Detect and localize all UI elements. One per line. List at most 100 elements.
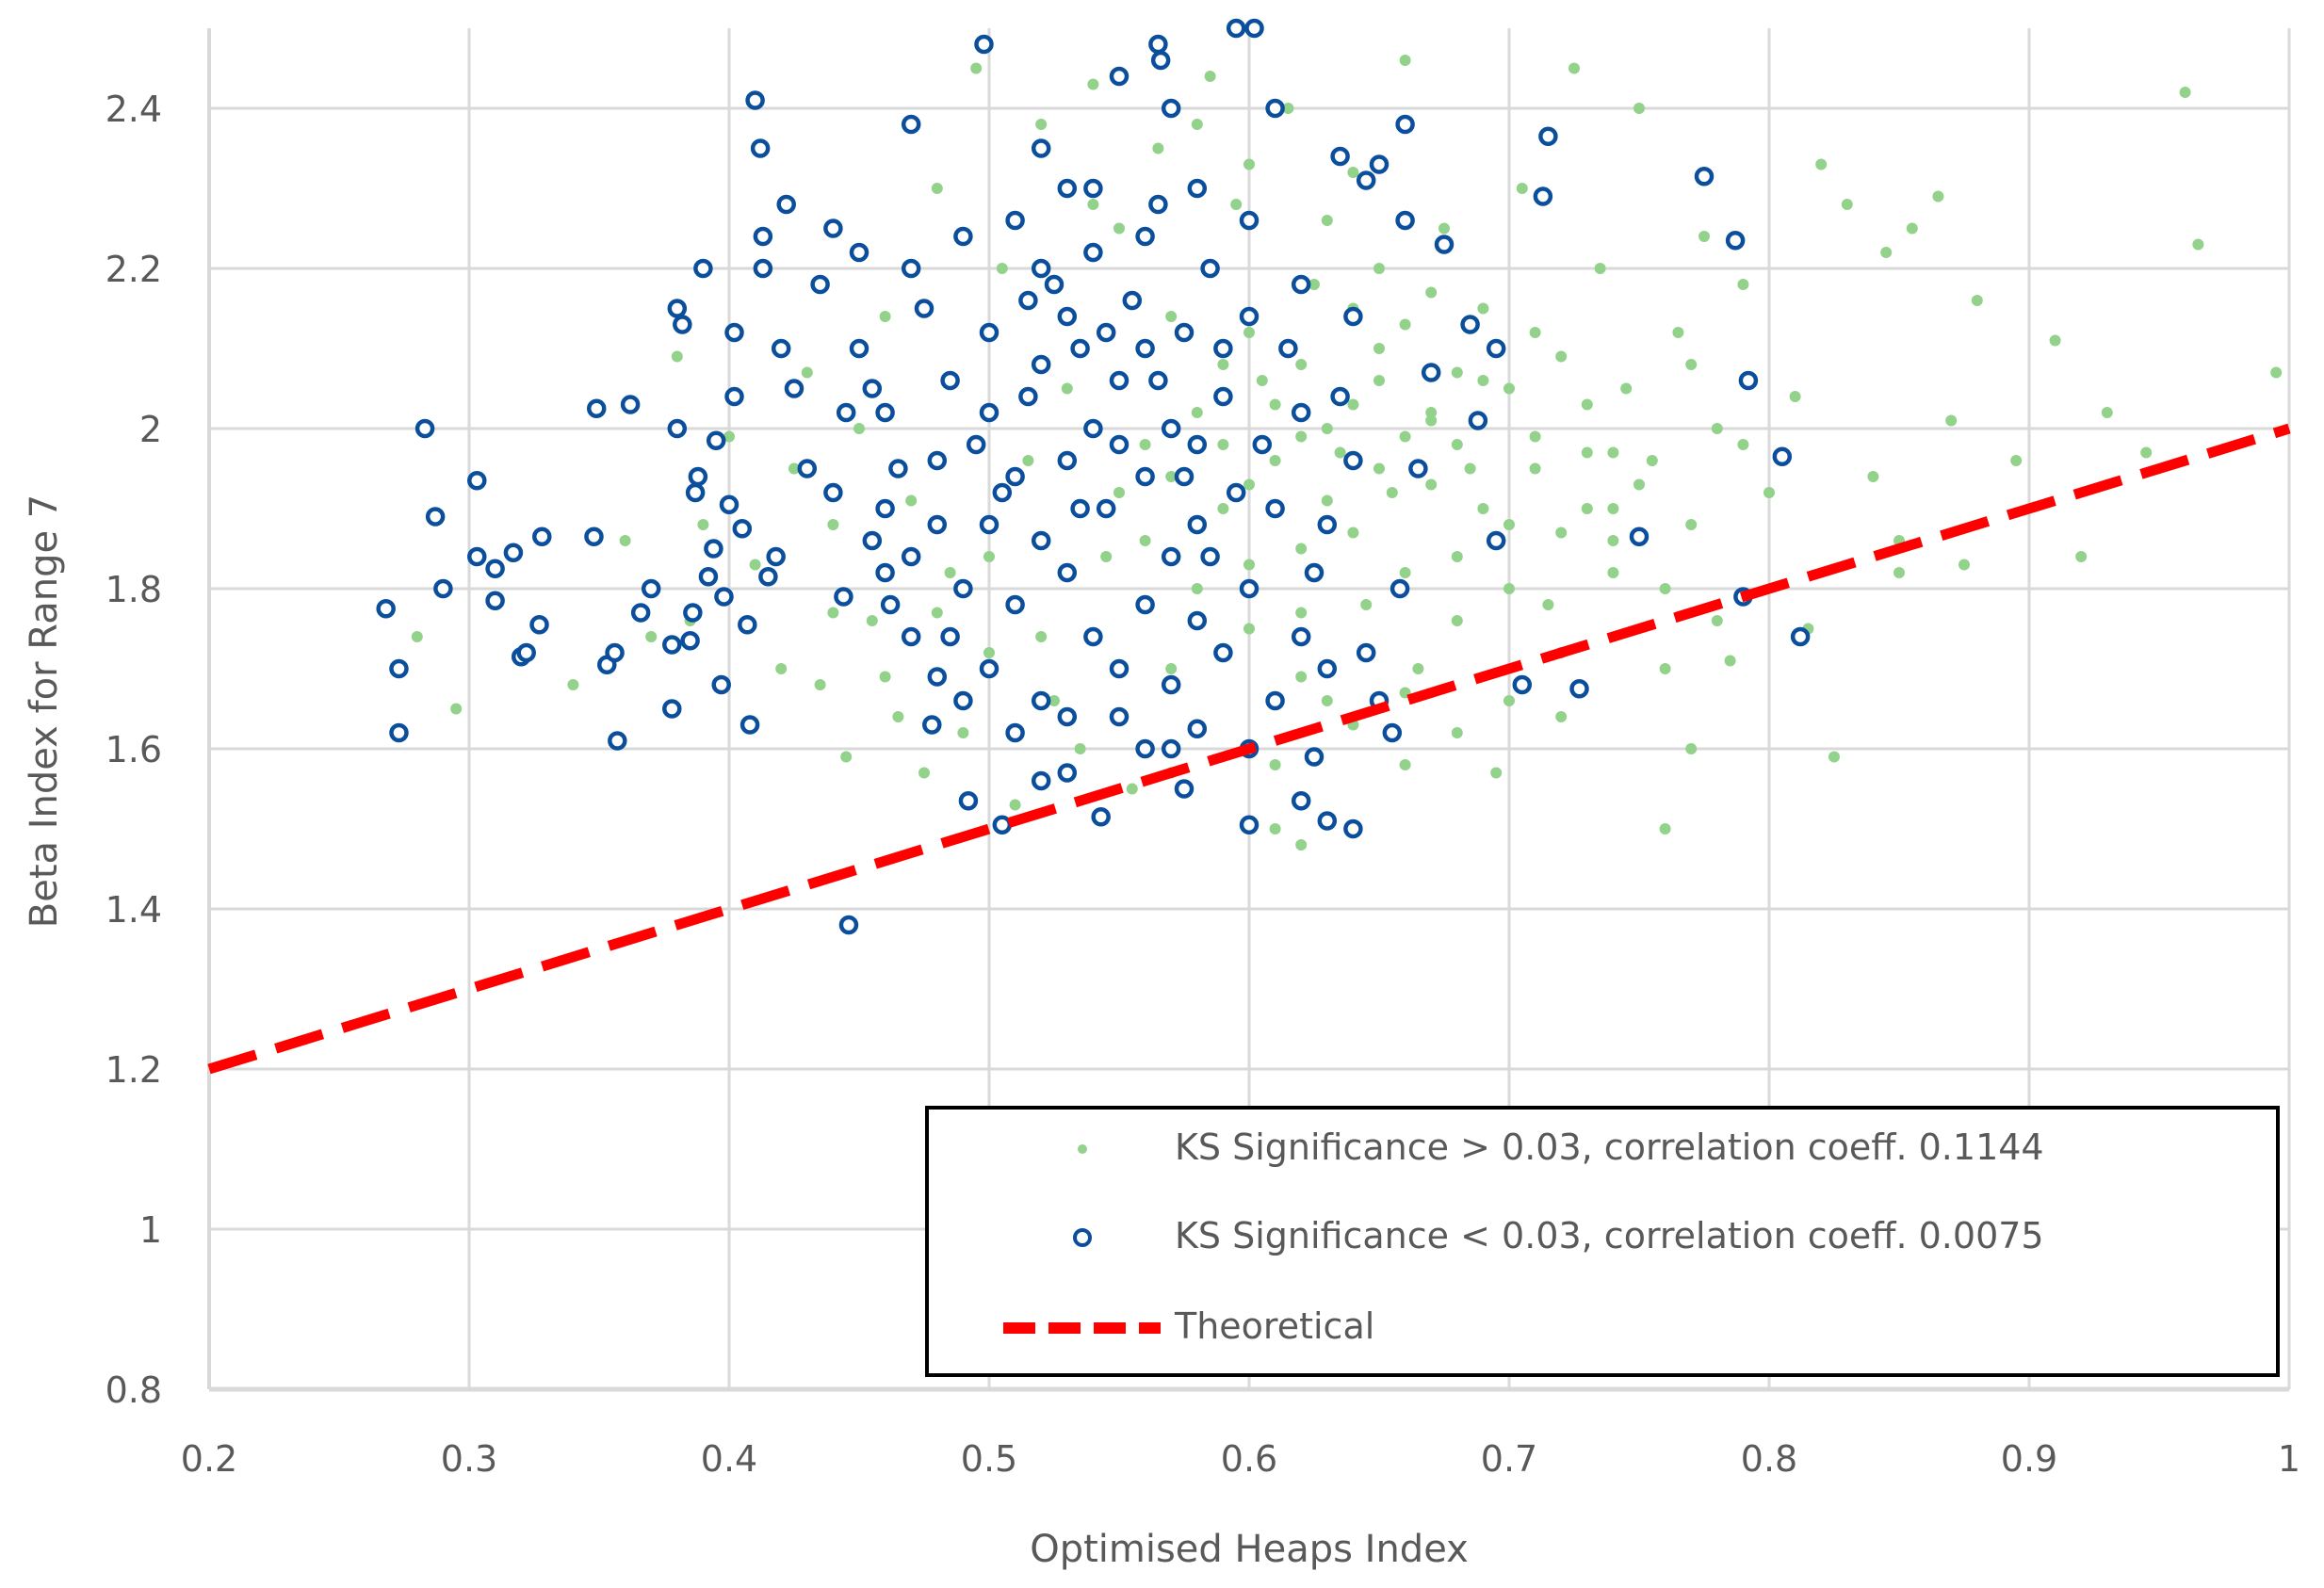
green-point [1334,446,1346,459]
legend-label-green: KS Significance > 0.03, correlation coef… [1175,1126,2044,1168]
blue-point [467,471,487,491]
green-point [801,366,813,379]
blue-point [1317,811,1338,831]
blue-point [1239,815,1260,835]
blue-point [1291,274,1311,295]
green-point [2010,455,2023,466]
green-point [1022,455,1034,466]
blue-point [1031,770,1051,791]
blue-point [1486,338,1506,359]
green-point [1373,263,1385,274]
green-point [1581,398,1593,411]
green-point [1490,767,1503,779]
blue-point [724,322,744,343]
green-point [1399,430,1411,443]
x-tick-label: 0.5 [961,1438,1017,1480]
x-tick-label: 0.7 [1481,1438,1537,1480]
blue-point [1148,34,1168,55]
green-point [1347,527,1359,539]
green-point [1386,487,1398,498]
x-tick-label: 0.2 [181,1438,237,1480]
green-point [2192,238,2204,251]
green-point [1269,398,1281,411]
green-point [1295,839,1308,851]
x-tick-label: 0.8 [1741,1438,1797,1480]
green-point [1425,478,1438,491]
green-point [814,679,826,690]
blue-point [1083,418,1103,439]
blue-point [698,567,719,587]
blue-point [1738,370,1759,391]
blue-point [875,498,895,519]
blue-point [823,482,843,503]
blue-point [810,274,830,295]
blue-point [979,658,999,679]
green-point [411,631,423,642]
y-tick-label: 2 [139,409,162,450]
green-point [1464,462,1476,475]
green-point [1243,623,1255,635]
green-point [1243,158,1255,170]
green-point [1828,751,1840,763]
green-point [1542,599,1554,610]
green-point [2049,334,2061,347]
green-point [1555,711,1568,722]
legend: KS Significance > 0.03, correlation coef… [925,1106,2280,1377]
blue-point [849,338,869,359]
green-point [1269,455,1281,466]
green-point [866,615,878,626]
green-point [1087,199,1099,210]
blue-point [834,587,853,607]
series-blue-points [376,18,1811,935]
blue-point [584,527,604,546]
green-point [1620,382,1633,395]
blue-point [1018,386,1038,407]
legend-green-marker [1078,1144,1087,1154]
blue-point [1239,210,1260,231]
blue-point [1291,402,1311,423]
blue-point [1135,594,1155,615]
blue-point [662,699,682,719]
blue-point [1790,626,1811,647]
green-point [1217,439,1229,450]
blue-point [1395,114,1415,135]
blue-point [758,567,778,587]
blue-point [1408,459,1428,478]
green-point [1451,366,1463,379]
blue-point [620,395,641,414]
blue-point [1356,170,1376,190]
green-point [1282,103,1294,114]
green-point [1425,407,1438,418]
green-point [1438,222,1450,235]
green-point [853,423,865,434]
green-point [2140,446,2153,459]
green-point [1295,607,1308,619]
blue-point [1005,594,1025,615]
green-point [2179,87,2191,98]
green-point [1789,391,1801,402]
green-point [1321,695,1333,706]
green-point [1932,190,1944,203]
blue-point [1343,450,1363,471]
blue-point [1694,167,1715,186]
blue-point [1135,738,1155,759]
blue-point [1070,498,1090,519]
blue-point [1265,498,1285,519]
blue-point [1569,679,1589,699]
blue-point [979,402,999,423]
green-point [983,551,995,562]
blue-point [888,459,908,478]
green-point [1087,78,1099,90]
blue-point [1148,194,1168,215]
green-point [1529,430,1541,443]
blue-point [1109,706,1129,727]
blue-point [1187,514,1208,535]
green-point [1477,503,1489,514]
blue-point [880,594,901,615]
blue-point [706,430,726,450]
y-tick-label: 1.6 [106,729,162,770]
blue-point [1174,466,1195,487]
green-point [957,727,969,738]
y-tick-label: 2.2 [106,249,162,290]
green-point [1399,759,1411,770]
